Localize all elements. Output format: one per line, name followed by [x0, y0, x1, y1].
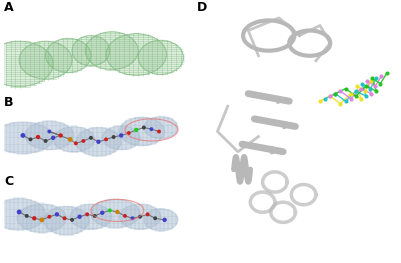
Point — [117, 133, 124, 138]
Point — [80, 139, 86, 143]
Point — [87, 136, 94, 140]
Point — [361, 89, 367, 93]
Point — [371, 84, 378, 88]
Point — [363, 79, 369, 83]
Point — [84, 212, 90, 216]
Point — [99, 211, 105, 215]
Point — [73, 141, 79, 145]
Ellipse shape — [138, 40, 183, 74]
Point — [321, 97, 328, 101]
Ellipse shape — [44, 206, 89, 235]
Point — [372, 89, 379, 93]
Point — [336, 102, 343, 106]
Point — [103, 137, 109, 141]
Point — [67, 137, 73, 141]
Point — [110, 135, 117, 139]
Point — [342, 99, 348, 103]
Point — [133, 128, 139, 132]
Point — [342, 87, 348, 91]
Point — [144, 212, 150, 216]
Text: D: D — [196, 1, 207, 14]
Text: C: C — [4, 175, 13, 188]
Ellipse shape — [0, 199, 45, 230]
Ellipse shape — [144, 209, 177, 231]
Point — [346, 92, 353, 96]
Point — [20, 133, 26, 138]
Point — [357, 87, 363, 91]
Ellipse shape — [119, 204, 160, 229]
Point — [46, 129, 53, 134]
Point — [357, 97, 363, 101]
Point — [106, 208, 113, 213]
Ellipse shape — [0, 122, 53, 154]
Ellipse shape — [91, 199, 140, 228]
Text: A: A — [4, 1, 14, 14]
Point — [23, 214, 30, 218]
Point — [42, 139, 49, 143]
Ellipse shape — [144, 117, 177, 139]
Point — [383, 71, 389, 75]
Point — [331, 92, 338, 96]
Point — [136, 215, 143, 219]
Point — [346, 97, 353, 101]
Point — [152, 216, 158, 220]
Point — [366, 87, 373, 91]
Ellipse shape — [17, 204, 66, 232]
Point — [35, 135, 41, 139]
Point — [372, 76, 379, 80]
Point — [16, 210, 22, 214]
Point — [316, 99, 322, 103]
Point — [336, 89, 343, 93]
Point — [367, 92, 374, 96]
Ellipse shape — [106, 34, 166, 75]
Point — [358, 82, 365, 86]
Point — [367, 79, 374, 83]
Point — [148, 127, 154, 131]
Point — [125, 131, 132, 135]
Point — [377, 74, 384, 78]
Text: B: B — [4, 96, 14, 109]
Ellipse shape — [76, 128, 121, 156]
Point — [352, 94, 358, 98]
Point — [114, 210, 120, 214]
Point — [129, 216, 136, 220]
Ellipse shape — [25, 121, 74, 150]
Point — [353, 84, 359, 88]
Ellipse shape — [70, 204, 111, 229]
Point — [69, 218, 75, 222]
Point — [331, 92, 338, 96]
Point — [95, 140, 101, 144]
Point — [326, 94, 333, 98]
Ellipse shape — [19, 41, 72, 79]
Point — [155, 129, 162, 134]
Ellipse shape — [45, 38, 91, 73]
Point — [31, 216, 37, 220]
Point — [140, 125, 147, 130]
Ellipse shape — [0, 41, 53, 87]
Point — [326, 94, 333, 98]
Point — [352, 89, 358, 93]
Ellipse shape — [85, 32, 138, 70]
Point — [161, 218, 168, 222]
Point — [46, 215, 53, 219]
Point — [91, 214, 98, 218]
Ellipse shape — [102, 126, 140, 150]
Ellipse shape — [53, 127, 95, 152]
Point — [362, 94, 369, 98]
Point — [27, 137, 34, 141]
Point — [122, 214, 128, 218]
Point — [50, 136, 56, 140]
Point — [54, 212, 60, 216]
Ellipse shape — [119, 117, 164, 146]
Point — [76, 215, 83, 219]
Point — [376, 82, 383, 86]
Point — [61, 216, 67, 220]
Ellipse shape — [72, 36, 109, 66]
Point — [38, 218, 45, 222]
Point — [368, 76, 375, 80]
Point — [362, 84, 369, 88]
Point — [57, 133, 64, 138]
